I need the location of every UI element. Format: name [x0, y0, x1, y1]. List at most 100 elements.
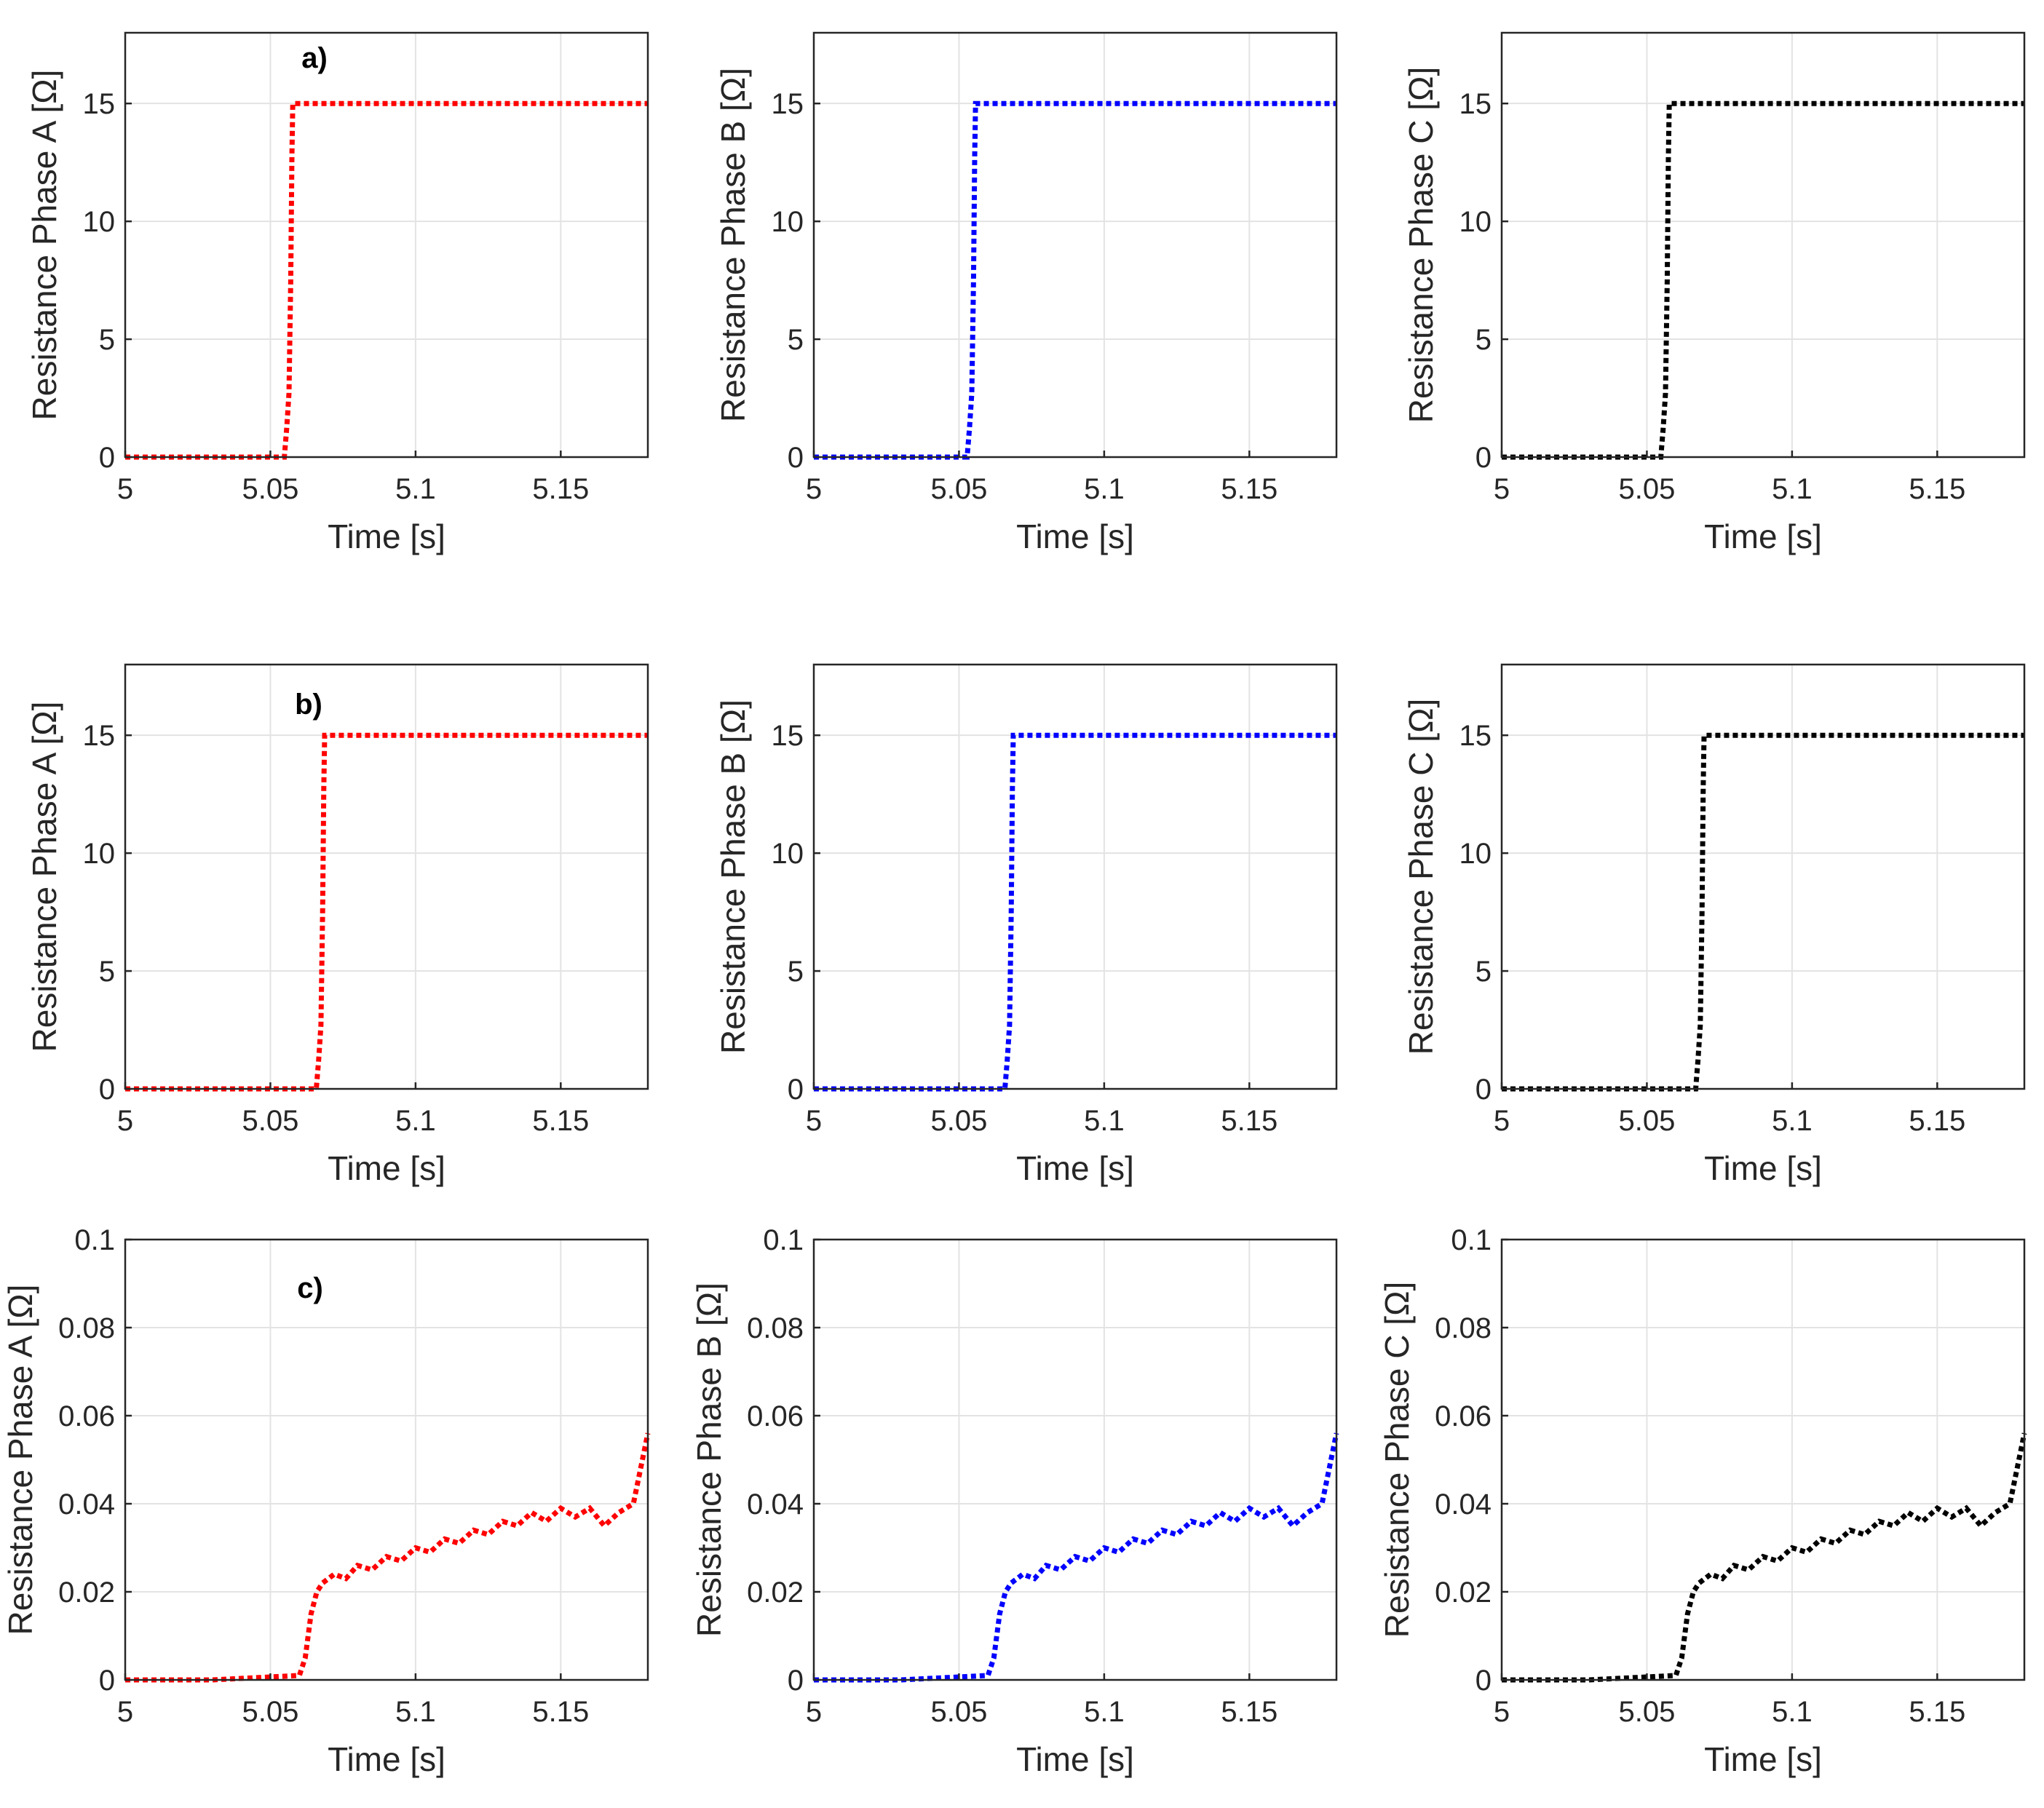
x-tick-label: 5.05: [242, 473, 299, 505]
y-tick-label: 10: [1459, 838, 1492, 870]
x-tick-label: 5.15: [1221, 1105, 1278, 1137]
x-tick-label: 5.1: [1772, 1696, 1813, 1728]
y-tick-label: 0.06: [747, 1400, 804, 1432]
axes-box: [1500, 663, 2026, 1090]
x-axis-label: Time [s]: [1016, 1740, 1134, 1778]
axes-box: [124, 663, 649, 1090]
y-tick-label: 15: [83, 88, 116, 120]
plot-area: [125, 33, 648, 457]
y-tick-label: 5: [99, 956, 115, 988]
x-axis-label: Time [s]: [328, 518, 445, 555]
y-tick-label: 0.02: [747, 1577, 804, 1609]
series-line-phase-b: [814, 1432, 1339, 1683]
series-line-phase-c: [1502, 100, 2024, 460]
series-line-phase-a: [125, 1432, 651, 1683]
y-tick-label: 5: [99, 324, 115, 356]
plot-area: [1502, 33, 2024, 457]
y-tick-label: 0: [99, 1665, 115, 1697]
y-tick-label: 0.08: [58, 1312, 115, 1344]
series-line-phase-a: [125, 732, 648, 1092]
x-axis-label: Time [s]: [1704, 1149, 1822, 1187]
x-tick-label: 5.15: [1909, 1696, 1965, 1728]
y-tick-label: 0: [99, 1074, 115, 1106]
y-tick-label: 5: [788, 324, 804, 356]
x-tick-label: 5: [806, 473, 822, 505]
y-tick-label: 10: [83, 206, 116, 238]
y-tick-label: 0.1: [74, 1224, 115, 1256]
axes-box: [812, 31, 1338, 459]
x-tick-label: 5.1: [395, 1105, 436, 1137]
x-tick-label: 5: [806, 1105, 822, 1137]
x-tick-label: 5.05: [1619, 473, 1676, 505]
plot-area: [814, 33, 1336, 457]
x-tick-label: 5.1: [1084, 473, 1125, 505]
y-tick-label: 0: [1475, 1074, 1492, 1106]
y-tick-label: 0: [788, 1074, 804, 1106]
axes-box: [812, 663, 1338, 1090]
x-tick-label: 5.15: [532, 1105, 589, 1137]
x-tick-label: 5.05: [242, 1696, 299, 1728]
x-tick-label: 5.15: [1909, 473, 1965, 505]
y-tick-label: 0.02: [1435, 1577, 1492, 1609]
plot-area: [125, 1240, 648, 1680]
subplot-9: 5 5.05 5.1 5.15 0 0.02 0.04 0.06 0.08 0.1 Time [s]…: [1378, 1224, 2027, 1778]
x-tick-label: 5: [806, 1696, 822, 1728]
x-tick-label: 5.15: [532, 473, 589, 505]
axes-box: [124, 1238, 649, 1681]
y-axis-label: Resistance Phase B [Ω]: [690, 1282, 728, 1637]
x-tick-label: 5.1: [1772, 1105, 1813, 1137]
y-axis-label: Resistance Phase C [Ω]: [1378, 1282, 1416, 1638]
series-line-phase-a: [125, 100, 648, 460]
plot-area: [1502, 1240, 2024, 1680]
x-axis-label: Time [s]: [1016, 518, 1134, 555]
series-line-phase-b: [814, 100, 1336, 460]
x-tick-label: 5: [1494, 1105, 1510, 1137]
series-line-phase-b: [814, 732, 1336, 1092]
x-tick-label: 5.15: [1221, 473, 1278, 505]
y-tick-label: 15: [83, 720, 116, 752]
y-tick-label: 0: [99, 442, 115, 474]
y-tick-label: 15: [772, 88, 804, 120]
y-axis-label: Resistance Phase A [Ω]: [25, 70, 63, 421]
plot-area: [125, 665, 648, 1089]
y-tick-label: 0: [788, 442, 804, 474]
panel-label: c): [297, 1272, 323, 1304]
y-axis-label: Resistance Phase C [Ω]: [1402, 699, 1440, 1055]
plot-area: [814, 665, 1336, 1089]
x-tick-label: 5.05: [242, 1105, 299, 1137]
x-axis-label: Time [s]: [1704, 518, 1822, 555]
x-tick-label: 5: [1494, 473, 1510, 505]
x-axis-label: Time [s]: [1016, 1149, 1134, 1187]
axes-box: [124, 31, 649, 459]
y-tick-label: 0.06: [58, 1400, 115, 1432]
series-line-phase-c: [1502, 1432, 2027, 1683]
x-tick-label: 5.05: [931, 1105, 988, 1137]
y-tick-label: 10: [772, 206, 804, 238]
x-axis-label: Time [s]: [1704, 1740, 1822, 1778]
x-tick-label: 5.1: [1772, 473, 1813, 505]
plot-area: [814, 1240, 1336, 1680]
subplot-7: 5 5.05 5.1 5.15 0 0.02 0.04 0.06 0.08 0.1 Time [s]…: [1, 1224, 651, 1778]
y-tick-label: 5: [1475, 324, 1492, 356]
x-tick-label: 5.15: [1909, 1105, 1965, 1137]
y-tick-label: 0.08: [747, 1312, 804, 1344]
x-tick-label: 5: [117, 473, 133, 505]
axes-box: [812, 1238, 1338, 1681]
y-tick-label: 5: [1475, 956, 1492, 988]
x-tick-label: 5.1: [1084, 1696, 1125, 1728]
x-axis-label: Time [s]: [328, 1740, 445, 1778]
y-tick-label: 0: [788, 1665, 804, 1697]
y-tick-label: 10: [1459, 206, 1492, 238]
y-tick-label: 10: [83, 838, 116, 870]
x-tick-label: 5.15: [1221, 1696, 1278, 1728]
y-axis-label: Resistance Phase C [Ω]: [1402, 67, 1440, 424]
y-tick-label: 0.06: [1435, 1400, 1492, 1432]
x-tick-label: 5.1: [395, 1696, 436, 1728]
